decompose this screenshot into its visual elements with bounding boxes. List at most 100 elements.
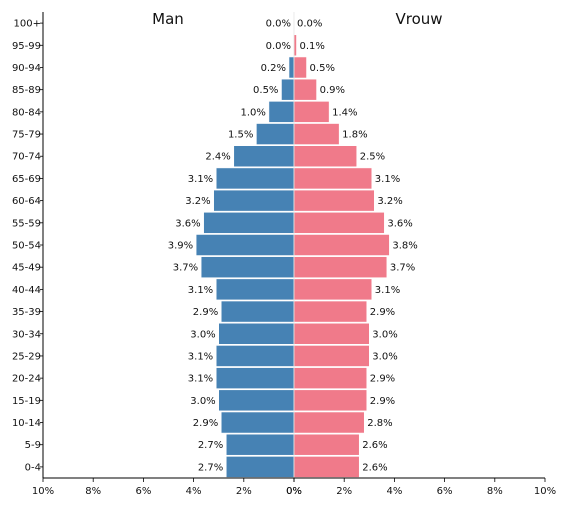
x-tick-label-right-2: 2% [336,486,352,497]
vrouw-bar-90-94 [293,56,307,79]
age-group-label-90-94: 90-94 [12,63,41,74]
age-group-label-35-39: 35-39 [12,307,41,318]
vrouw-value-label-30-34: 3.0% [372,329,397,340]
x-tick-label-right-0: 0% [286,486,302,497]
man-bar-45-49 [200,256,295,279]
man-value-label-25-29: 3.1% [188,351,213,362]
vrouw-bar-65-69 [293,167,373,190]
x-tick-label-left-4: 4% [186,486,202,497]
age-group-label-45-49: 45-49 [12,263,41,274]
man-bar-85-89 [281,78,295,101]
vrouw-value-label-55-59: 3.6% [387,218,412,229]
man-value-label-55-59: 3.6% [175,218,200,229]
man-bar-30-34 [218,322,295,345]
x-tick-label-left-0: 0% [286,486,302,497]
vrouw-bar-5-9 [293,433,360,456]
age-group-label-25-29: 25-29 [12,351,41,362]
man-value-label-10-14: 2.9% [193,418,218,429]
x-tick-label-right-10: 10% [534,486,556,497]
age-group-label-70-74: 70-74 [12,152,41,163]
vrouw-value-label-40-44: 3.1% [375,285,400,296]
man-value-label-95-99: 0.0% [266,41,291,52]
vrouw-bar-30-34 [293,322,370,345]
man-value-label-50-54: 3.9% [168,241,193,252]
vrouw-bar-70-74 [293,145,358,168]
x-tick-label-left-10: 10% [32,486,54,497]
vrouw-value-label-15-19: 2.9% [370,396,395,407]
man-bar-65-69 [215,167,295,190]
man-value-label-85-89: 0.5% [253,85,278,96]
x-tick-label-left-8: 8% [85,486,101,497]
x-tick-label-left-6: 6% [135,486,151,497]
age-group-label-80-84: 80-84 [12,107,41,118]
man-value-label-5-9: 2.7% [198,440,223,451]
age-group-label-55-59: 55-59 [12,218,41,229]
vrouw-value-label-80-84: 1.4% [332,107,357,118]
man-value-label-0-4: 2.7% [198,462,223,473]
man-bar-70-74 [233,145,295,168]
age-group-label-75-79: 75-79 [12,130,41,141]
vrouw-value-label-10-14: 2.8% [367,418,392,429]
age-group-label-5-9: 5-9 [25,440,41,451]
man-bar-75-79 [256,123,295,145]
man-value-label-45-49: 3.7% [173,263,198,274]
man-bar-5-9 [225,433,295,456]
man-bar-15-19 [218,389,295,412]
age-group-label-15-19: 15-19 [12,396,41,407]
man-bar-0-4 [225,456,295,478]
age-group-label-85-89: 85-89 [12,85,41,96]
vrouw-value-label-35-39: 2.9% [370,307,395,318]
age-group-label-30-34: 30-34 [12,329,41,340]
man-bar-40-44 [215,278,295,301]
age-group-label-60-64: 60-64 [12,196,41,207]
vrouw-bar-80-84 [293,101,330,123]
vrouw-bar-60-64 [293,189,375,212]
vrouw-bar-0-4 [293,456,360,478]
age-group-label-20-24: 20-24 [12,374,41,385]
age-group-label-50-54: 50-54 [12,241,41,252]
vrouw-value-label-95-99: 0.1% [300,41,325,52]
vrouw-bar-75-79 [293,123,340,145]
x-tick-label-left-2: 2% [236,486,252,497]
vrouw-value-label-90-94: 0.5% [310,63,335,74]
vrouw-value-label-0-4: 2.6% [362,462,387,473]
man-value-label-60-64: 3.2% [185,196,210,207]
vrouw-value-label-50-54: 3.8% [392,241,417,252]
vrouw-bar-55-59 [293,211,385,234]
man-bar-60-64 [213,189,295,212]
vrouw-value-label-20-24: 2.9% [370,374,395,385]
vrouw-bar-25-29 [293,345,370,367]
age-group-label-65-69: 65-69 [12,174,41,185]
vrouw-value-label-5-9: 2.6% [362,440,387,451]
vrouw-bar-50-54 [293,234,390,256]
vrouw-bar-95-99 [293,34,297,57]
man-bar-55-59 [203,211,295,234]
man-bar-20-24 [215,367,295,389]
vrouw-bar-10-14 [293,411,365,434]
man-bar-35-39 [220,300,295,323]
x-tick-label-right-4: 4% [386,486,402,497]
x-tick-label-right-6: 6% [437,486,453,497]
man-value-label-30-34: 3.0% [190,329,215,340]
age-group-label-10-14: 10-14 [12,418,41,429]
man-bar-90-94 [288,56,295,79]
vrouw-value-label-70-74: 2.5% [360,152,385,163]
vrouw-title: Vrouw [395,10,442,28]
vrouw-value-label-60-64: 3.2% [377,196,402,207]
vrouw-value-label-75-79: 1.8% [342,130,367,141]
axis-layer: 0-4 5-9 10-14 15-19 20-24 25-29 30-34 35-39 40-4… [12,12,556,497]
man-value-label-80-84: 1.0% [240,107,265,118]
man-value-label-35-39: 2.9% [193,307,218,318]
man-bar-50-54 [195,234,295,256]
man-value-label-90-94: 0.2% [261,63,286,74]
age-group-label-40-44: 40-44 [12,285,41,296]
man-bar-80-84 [268,101,295,123]
vrouw-bar-20-24 [293,367,368,389]
vrouw-value-label-85-89: 0.9% [320,85,345,96]
man-bar-10-14 [220,411,295,434]
man-title: Man [152,10,184,28]
man-value-label-40-44: 3.1% [188,285,213,296]
vrouw-value-label-45-49: 3.7% [390,263,415,274]
age-group-label-100+: 100+ [14,19,41,30]
age-group-label-95-99: 95-99 [12,41,41,52]
